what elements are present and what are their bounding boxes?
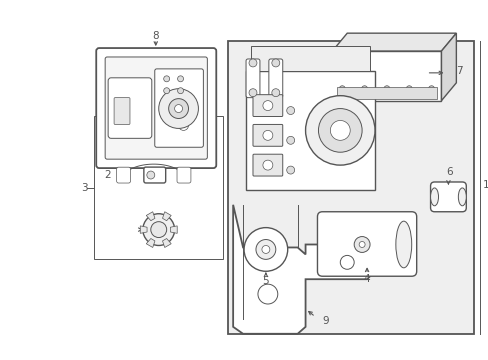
Polygon shape <box>162 212 171 221</box>
FancyBboxPatch shape <box>268 59 282 98</box>
Circle shape <box>427 86 434 92</box>
Circle shape <box>263 160 272 170</box>
Polygon shape <box>170 226 177 233</box>
FancyBboxPatch shape <box>317 212 416 276</box>
Circle shape <box>163 88 169 94</box>
Circle shape <box>248 59 256 67</box>
Circle shape <box>263 101 272 111</box>
Circle shape <box>406 86 411 92</box>
Text: 6: 6 <box>445 167 452 177</box>
Circle shape <box>271 59 279 67</box>
Circle shape <box>168 99 188 118</box>
Circle shape <box>142 214 174 246</box>
Circle shape <box>340 255 353 269</box>
Bar <box>332 51 441 101</box>
Ellipse shape <box>395 221 411 268</box>
FancyBboxPatch shape <box>245 59 260 98</box>
Text: 4: 4 <box>363 274 369 284</box>
Bar <box>250 46 369 71</box>
Text: 9: 9 <box>322 316 328 326</box>
FancyBboxPatch shape <box>252 154 282 176</box>
Circle shape <box>163 76 169 82</box>
FancyBboxPatch shape <box>252 125 282 146</box>
Circle shape <box>257 284 277 304</box>
FancyBboxPatch shape <box>96 48 216 168</box>
Text: 8: 8 <box>152 31 159 41</box>
FancyBboxPatch shape <box>154 69 203 147</box>
Polygon shape <box>146 212 155 221</box>
Circle shape <box>178 121 188 130</box>
Circle shape <box>361 86 367 92</box>
Circle shape <box>248 89 256 97</box>
FancyBboxPatch shape <box>252 95 282 117</box>
Circle shape <box>262 246 269 253</box>
Ellipse shape <box>430 188 438 206</box>
Circle shape <box>177 76 183 82</box>
Circle shape <box>177 88 183 94</box>
Text: 3: 3 <box>81 183 87 193</box>
Circle shape <box>263 130 272 140</box>
Circle shape <box>318 109 362 152</box>
Polygon shape <box>146 239 155 247</box>
Circle shape <box>150 222 166 238</box>
Circle shape <box>174 105 182 113</box>
Polygon shape <box>332 33 455 51</box>
Circle shape <box>353 237 369 252</box>
Text: 7: 7 <box>455 66 462 76</box>
Circle shape <box>146 171 154 179</box>
Circle shape <box>169 112 197 139</box>
Circle shape <box>255 239 275 259</box>
Text: 2: 2 <box>104 170 111 180</box>
Text: 1: 1 <box>482 180 488 190</box>
Polygon shape <box>162 239 171 247</box>
Circle shape <box>271 89 279 97</box>
Polygon shape <box>233 205 374 334</box>
Circle shape <box>244 228 287 271</box>
FancyBboxPatch shape <box>105 57 207 159</box>
FancyBboxPatch shape <box>430 182 466 212</box>
Circle shape <box>339 86 345 92</box>
Bar <box>228 41 473 334</box>
Bar <box>245 71 374 190</box>
Circle shape <box>305 96 374 165</box>
FancyBboxPatch shape <box>108 78 151 138</box>
Polygon shape <box>441 33 455 101</box>
FancyBboxPatch shape <box>177 167 190 183</box>
Bar <box>94 116 223 259</box>
FancyBboxPatch shape <box>117 167 130 183</box>
FancyBboxPatch shape <box>114 98 130 125</box>
Circle shape <box>330 121 349 140</box>
Circle shape <box>286 107 294 114</box>
FancyBboxPatch shape <box>143 167 165 183</box>
Bar <box>337 87 436 99</box>
Circle shape <box>358 242 365 247</box>
Text: 5: 5 <box>262 276 269 286</box>
Circle shape <box>286 136 294 144</box>
Circle shape <box>159 89 198 129</box>
Circle shape <box>383 86 389 92</box>
Polygon shape <box>140 226 147 233</box>
Ellipse shape <box>457 188 466 206</box>
Circle shape <box>286 166 294 174</box>
